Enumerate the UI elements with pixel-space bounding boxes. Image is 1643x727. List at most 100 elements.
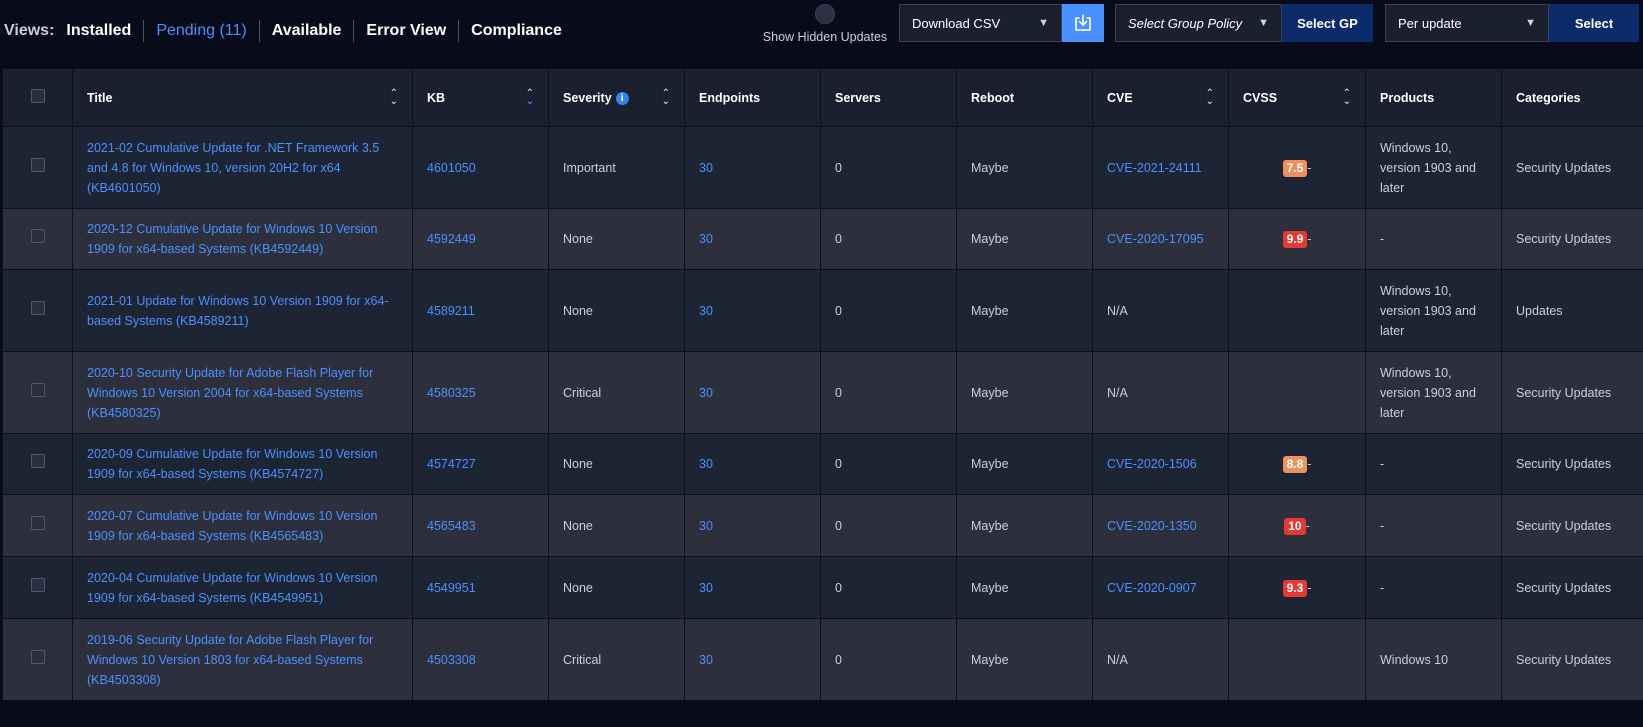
endpoints-link[interactable]: 30 — [699, 518, 713, 533]
products-cell: Windows 10, version 1903 and later — [1365, 269, 1502, 352]
table-row: 2019-06 Security Update for Adobe Flash … — [2, 618, 1643, 701]
kb-link[interactable]: 4503308 — [427, 652, 476, 667]
sort-icon[interactable]: ⌃ ⌄ — [389, 87, 398, 107]
cve-link[interactable]: CVE-2021-24111 — [1107, 160, 1202, 175]
reboot-cell: Maybe — [956, 208, 1093, 270]
row-checkbox[interactable] — [30, 300, 45, 315]
col-cvss-label: CVSS — [1243, 90, 1278, 105]
update-title-link[interactable]: 2020-09 Cumulative Update for Windows 10… — [87, 447, 378, 481]
col-kb[interactable]: KB ⌃ ⌄ — [412, 68, 549, 127]
tab-error-view[interactable]: Error View — [353, 20, 458, 42]
cve-value: N/A — [1107, 385, 1128, 400]
categories-cell: Updates — [1501, 269, 1643, 352]
cvss-separator: - — [1305, 518, 1310, 533]
tab-installed[interactable]: Installed — [66, 22, 132, 39]
sort-icon[interactable]: ⌃ ⌄ — [525, 87, 534, 107]
download-button[interactable] — [1062, 4, 1104, 42]
cve-cell: CVE-2021-24111 — [1092, 126, 1229, 209]
table-row: 2020-12 Cumulative Update for Windows 10… — [2, 208, 1643, 270]
endpoints-link[interactable]: 30 — [699, 160, 713, 175]
tab-available[interactable]: Available — [258, 20, 354, 42]
cve-link[interactable]: CVE-2020-1506 — [1107, 457, 1197, 471]
kb-link[interactable]: 4592449 — [427, 232, 476, 246]
products-cell: - — [1365, 494, 1502, 557]
cve-link[interactable]: CVE-2020-0907 — [1107, 580, 1197, 595]
select-all-checkbox[interactable] — [30, 89, 45, 103]
servers-cell: 0 — [820, 208, 957, 270]
row-checkbox[interactable] — [30, 649, 45, 664]
per-update-select[interactable]: Per update ▼ — [1385, 4, 1549, 42]
table-row: 2020-04 Cumulative Update for Windows 10… — [2, 556, 1643, 619]
update-title-link[interactable]: 2019-06 Security Update for Adobe Flash … — [87, 632, 374, 687]
select-gp-button[interactable]: Select GP — [1282, 4, 1373, 42]
kb-link[interactable]: 4601050 — [427, 160, 476, 175]
products-cell: Windows 10, version 1903 and later — [1365, 351, 1502, 434]
info-icon[interactable]: i — [615, 91, 629, 105]
cvss-score-badge: 9.3 — [1282, 579, 1308, 597]
servers-cell: 0 — [820, 618, 957, 701]
servers-cell: 0 — [820, 126, 957, 209]
reboot-cell: Maybe — [956, 556, 1093, 619]
kb-link[interactable]: 4580325 — [427, 385, 476, 400]
col-title[interactable]: Title ⌃ ⌄ — [72, 68, 413, 127]
sort-icon[interactable]: ⌃ ⌄ — [661, 87, 670, 107]
cvss-cell — [1228, 351, 1366, 434]
cvss-separator: - — [1307, 580, 1312, 595]
row-select-cell — [2, 433, 73, 495]
updates-table: Title ⌃ ⌄ KB ⌃ ⌄ Severity i ⌃ ⌄ Endpoints Serve… — [2, 68, 1643, 701]
kb-link[interactable]: 4565483 — [427, 518, 476, 533]
toggle-switch[interactable] — [815, 4, 835, 24]
update-title-link[interactable]: 2020-12 Cumulative Update for Windows 10… — [87, 222, 378, 256]
endpoints-link[interactable]: 30 — [699, 303, 713, 318]
severity-cell: Critical — [548, 351, 685, 434]
endpoints-link[interactable]: 30 — [699, 652, 713, 667]
cve-link[interactable]: CVE-2020-1350 — [1107, 518, 1197, 533]
update-title-link[interactable]: 2020-10 Security Update for Adobe Flash … — [87, 365, 374, 420]
row-checkbox[interactable] — [30, 229, 45, 243]
severity-cell: Important — [548, 126, 685, 209]
row-checkbox[interactable] — [30, 577, 45, 592]
col-severity[interactable]: Severity i ⌃ ⌄ — [548, 68, 685, 127]
kb-link[interactable]: 4549951 — [427, 580, 476, 595]
col-cve[interactable]: CVE ⌃ ⌄ — [1092, 68, 1229, 127]
endpoints-link[interactable]: 30 — [699, 580, 713, 595]
cve-cell: N/A — [1092, 351, 1229, 434]
update-title-link[interactable]: 2020-07 Cumulative Update for Windows 10… — [87, 508, 378, 543]
row-checkbox[interactable] — [30, 157, 45, 172]
severity-cell: None — [548, 556, 685, 619]
severity-cell: None — [548, 494, 685, 557]
table-row: 2021-02 Cumulative Update for .NET Frame… — [2, 126, 1643, 209]
tab-compliance[interactable]: Compliance — [458, 20, 574, 42]
select-button[interactable]: Select — [1549, 4, 1639, 42]
download-format-select[interactable]: Download CSV ▼ — [899, 4, 1062, 42]
cve-link[interactable]: CVE-2020-17095 — [1107, 232, 1204, 246]
row-checkbox[interactable] — [30, 382, 45, 397]
update-title-link[interactable]: 2021-02 Cumulative Update for .NET Frame… — [87, 140, 380, 195]
show-hidden-updates-toggle[interactable]: Show Hidden Updates — [760, 4, 890, 44]
chevron-down-icon: ▼ — [1258, 17, 1269, 29]
kb-link[interactable]: 4589211 — [427, 303, 475, 318]
cvss-separator: - — [1307, 160, 1312, 175]
kb-link[interactable]: 4574727 — [427, 457, 476, 471]
endpoints-link[interactable]: 30 — [699, 232, 713, 246]
reboot-cell: Maybe — [956, 618, 1093, 701]
products-cell: - — [1365, 433, 1502, 495]
cve-cell: CVE-2020-0907 — [1092, 556, 1229, 619]
categories-cell: Security Updates — [1501, 618, 1643, 701]
update-title-link[interactable]: 2020-04 Cumulative Update for Windows 10… — [87, 570, 378, 605]
endpoints-link[interactable]: 30 — [699, 385, 713, 400]
col-cvss[interactable]: CVSS ⌃ ⌄ — [1228, 68, 1366, 127]
row-checkbox[interactable] — [30, 515, 45, 530]
col-kb-label: KB — [427, 90, 446, 105]
cve-cell: N/A — [1092, 269, 1229, 352]
group-policy-select[interactable]: Select Group Policy ▼ — [1115, 4, 1282, 42]
sort-icon[interactable]: ⌃ ⌄ — [1205, 87, 1214, 107]
top-toolbar: Views: Installed Pending (11) Available … — [0, 0, 1643, 62]
cvss-separator: - — [1307, 232, 1312, 246]
endpoints-link[interactable]: 30 — [699, 457, 713, 471]
update-title-link[interactable]: 2021-01 Update for Windows 10 Version 19… — [87, 293, 389, 328]
servers-cell: 0 — [820, 269, 957, 352]
sort-icon[interactable]: ⌃ ⌄ — [1342, 87, 1351, 107]
row-checkbox[interactable] — [30, 454, 45, 468]
tab-pending[interactable]: Pending (11) — [143, 20, 258, 42]
